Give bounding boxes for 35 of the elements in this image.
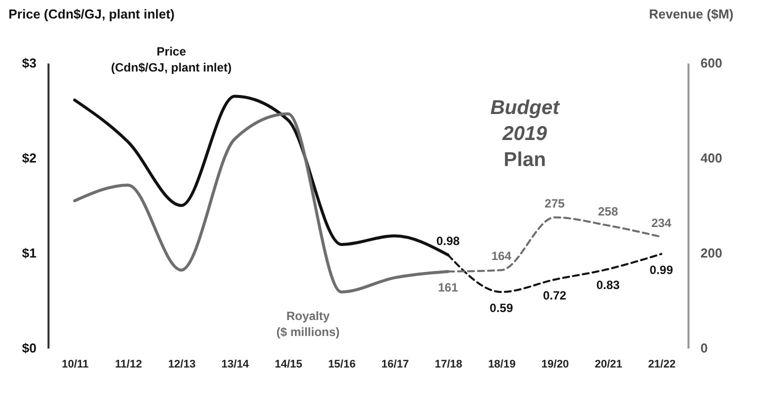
x-tick-label: 15/16 xyxy=(328,358,356,370)
y2-axis-title: Revenue ($M) xyxy=(648,6,734,22)
x-tick-label: 18/19 xyxy=(488,358,516,370)
y-tick-label: $0 xyxy=(22,340,36,356)
data-label: 0.59 xyxy=(490,300,514,315)
data-label: 164 xyxy=(491,249,512,264)
x-tick-label: 21/22 xyxy=(648,358,676,370)
x-tick-label: 19/20 xyxy=(541,358,569,370)
data-label: 275 xyxy=(544,196,565,210)
annotation: Budget 2019 Plan xyxy=(490,97,561,171)
y-tick-label: $3 xyxy=(22,56,36,70)
data-label: 0.72 xyxy=(542,288,567,303)
data-label: 0.98 xyxy=(436,234,460,248)
x-tick-label: 14/15 xyxy=(274,358,302,370)
y-tick-label: $2 xyxy=(22,150,36,166)
data-label: 0.99 xyxy=(650,262,674,277)
x-tick-label: 12/13 xyxy=(168,358,196,370)
x-tick-label: 13/14 xyxy=(221,358,250,370)
y2-tick-label: 0 xyxy=(700,340,708,356)
x-tick-label: 17/18 xyxy=(434,358,462,370)
y2-tick-label: 200 xyxy=(700,246,722,260)
x-tick-label: 10/11 xyxy=(62,358,89,370)
y2-tick-label: 400 xyxy=(700,150,722,166)
y2-tick-label: 600 xyxy=(700,56,722,70)
y-axis-title: Price (Cdn$/GJ, plant inlet) xyxy=(8,6,175,22)
y-tick-label: $1 xyxy=(22,246,36,260)
data-label: 258 xyxy=(598,204,618,218)
x-tick-label: 20/21 xyxy=(594,358,622,370)
data-label: 234 xyxy=(651,216,672,230)
x-tick-label: 16/17 xyxy=(381,358,409,370)
data-label: 0.83 xyxy=(596,278,620,292)
series-label: Royalty ($ millions) xyxy=(276,308,340,339)
series-label: Price (Cdn$/GJ, plant inlet) xyxy=(110,44,232,74)
data-label: 161 xyxy=(438,280,458,295)
x-tick-label: 11/12 xyxy=(115,358,142,370)
